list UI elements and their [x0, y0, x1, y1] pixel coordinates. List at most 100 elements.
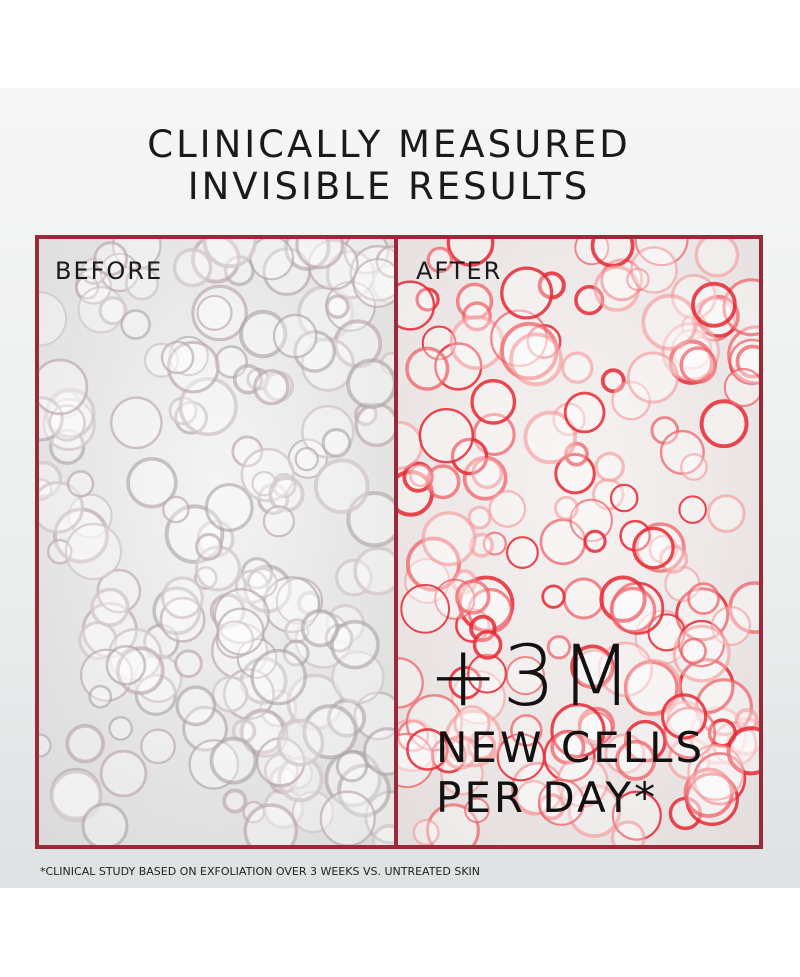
bubble	[81, 802, 129, 845]
bubble	[500, 321, 559, 381]
bubble	[446, 239, 495, 267]
bubble	[268, 476, 305, 513]
bubble	[166, 340, 220, 394]
bubble	[202, 239, 258, 269]
bubble	[140, 728, 176, 765]
bubble	[277, 755, 324, 803]
bubble	[216, 607, 265, 656]
bubble	[450, 437, 489, 476]
bubble	[590, 239, 635, 268]
bubbles-before	[39, 239, 394, 845]
bubble	[352, 258, 394, 308]
bubble	[500, 266, 554, 320]
bubble	[594, 451, 625, 483]
bubble	[470, 379, 517, 425]
bubble	[663, 706, 717, 759]
bubble	[161, 576, 204, 620]
bubble	[325, 294, 350, 319]
after-label: AFTER	[416, 257, 502, 285]
bubble	[174, 649, 203, 679]
bubble	[611, 790, 662, 841]
bubble	[282, 639, 310, 667]
bubble	[444, 709, 503, 768]
bubble	[541, 584, 566, 609]
bubble	[506, 536, 539, 569]
bubble	[108, 716, 133, 741]
bubble	[726, 726, 759, 776]
bubble	[472, 630, 503, 660]
bubble	[371, 823, 394, 845]
bubble	[593, 265, 641, 312]
bubble	[467, 653, 507, 694]
bubble	[632, 526, 675, 570]
bubble	[723, 367, 759, 408]
bubble	[699, 399, 749, 449]
bubble	[253, 368, 290, 406]
bubble	[398, 657, 424, 709]
bubble	[49, 769, 103, 823]
bubble	[240, 447, 295, 503]
bubble	[346, 358, 394, 409]
bubble	[624, 659, 682, 717]
bubble	[567, 783, 622, 838]
bubble	[88, 684, 113, 709]
stat-number: +3M	[428, 627, 636, 725]
bubble	[93, 241, 129, 277]
before-label: BEFORE	[55, 257, 163, 285]
bubble	[448, 666, 482, 700]
bubble	[243, 803, 299, 845]
stat-line: PER DAY*	[436, 773, 658, 822]
bubble	[105, 644, 147, 686]
bubble	[209, 736, 258, 785]
bubble	[421, 511, 477, 567]
bubbles-after	[398, 239, 759, 845]
bubble	[680, 453, 708, 481]
bubble	[691, 281, 737, 328]
bubble	[569, 498, 613, 543]
bubble	[39, 733, 52, 758]
bubble	[510, 714, 543, 747]
bubble	[597, 641, 654, 697]
bubble	[442, 734, 478, 770]
stat-line: NEW CELLS	[436, 723, 705, 772]
bubble	[464, 797, 490, 824]
bubble	[354, 402, 394, 448]
bubble	[313, 458, 370, 515]
bubble	[300, 609, 340, 648]
title-line: CLINICALLY MEASURED	[147, 123, 631, 166]
bubble	[409, 463, 433, 488]
bubble	[231, 435, 264, 468]
bubble	[238, 309, 288, 359]
bubble	[630, 246, 678, 294]
bubble	[683, 767, 734, 818]
bubble	[191, 284, 248, 342]
bubble	[213, 587, 270, 645]
bubble	[469, 614, 497, 643]
bubble	[426, 246, 454, 274]
bubble	[294, 447, 319, 472]
bubble	[353, 546, 394, 596]
bubble	[159, 596, 206, 643]
bubble	[412, 818, 440, 845]
bubble	[680, 637, 707, 665]
footnote: *CLINICAL STUDY BASED ON EXFOLIATION OVE…	[40, 865, 480, 878]
bubble	[583, 529, 607, 553]
bubble	[302, 704, 358, 760]
bubble	[99, 749, 148, 798]
bubble	[467, 505, 492, 530]
bubble	[293, 330, 336, 373]
bubble	[124, 266, 160, 301]
bubble	[418, 408, 474, 464]
bubble	[98, 296, 128, 326]
bubble	[330, 619, 380, 670]
bubble	[66, 470, 95, 498]
bubble	[609, 586, 657, 634]
bubble	[375, 245, 394, 279]
bubble	[405, 346, 450, 391]
bubble	[64, 522, 123, 581]
bubble	[90, 587, 130, 627]
bubble	[406, 728, 449, 771]
bubble	[272, 313, 318, 359]
